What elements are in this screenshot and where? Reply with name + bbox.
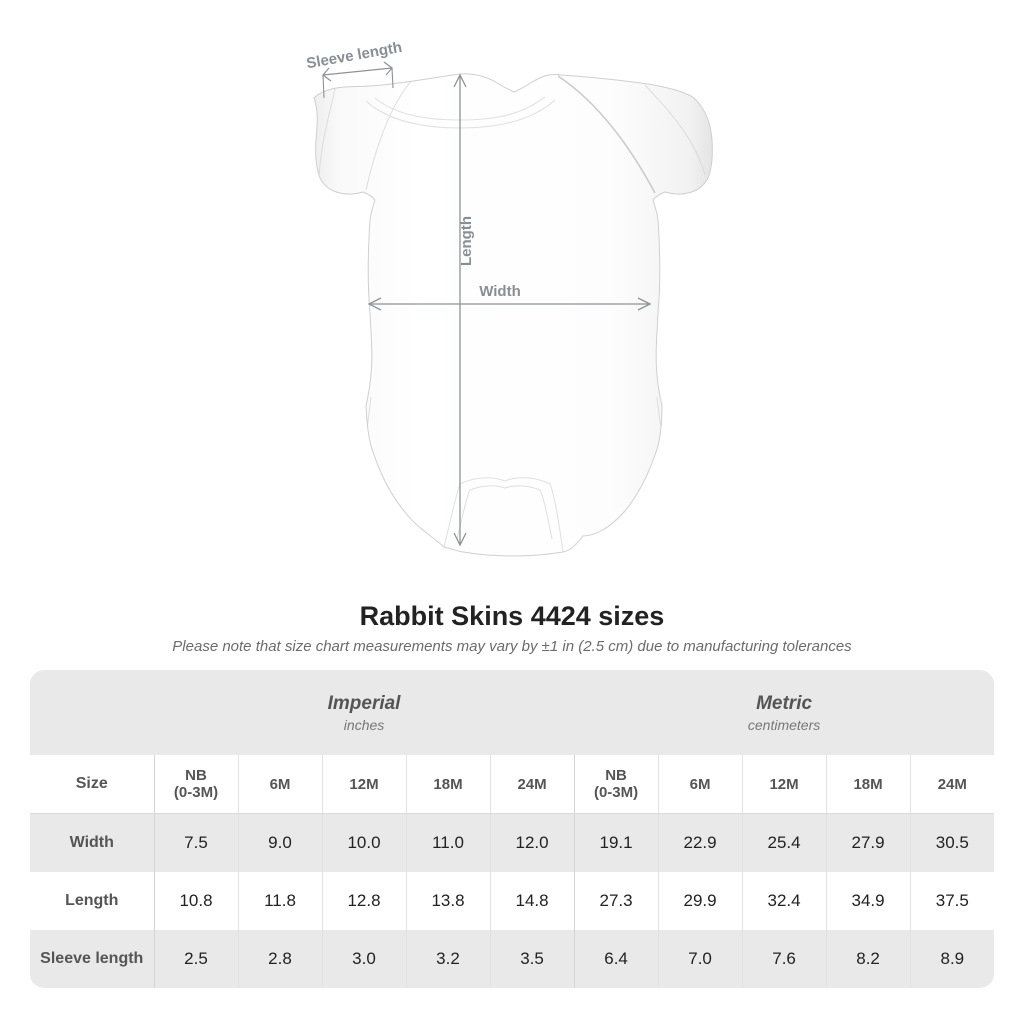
svg-text:Length: Length xyxy=(458,216,475,266)
svg-text:Width: Width xyxy=(479,283,521,300)
svg-text:Sleeve length: Sleeve length xyxy=(305,39,403,73)
